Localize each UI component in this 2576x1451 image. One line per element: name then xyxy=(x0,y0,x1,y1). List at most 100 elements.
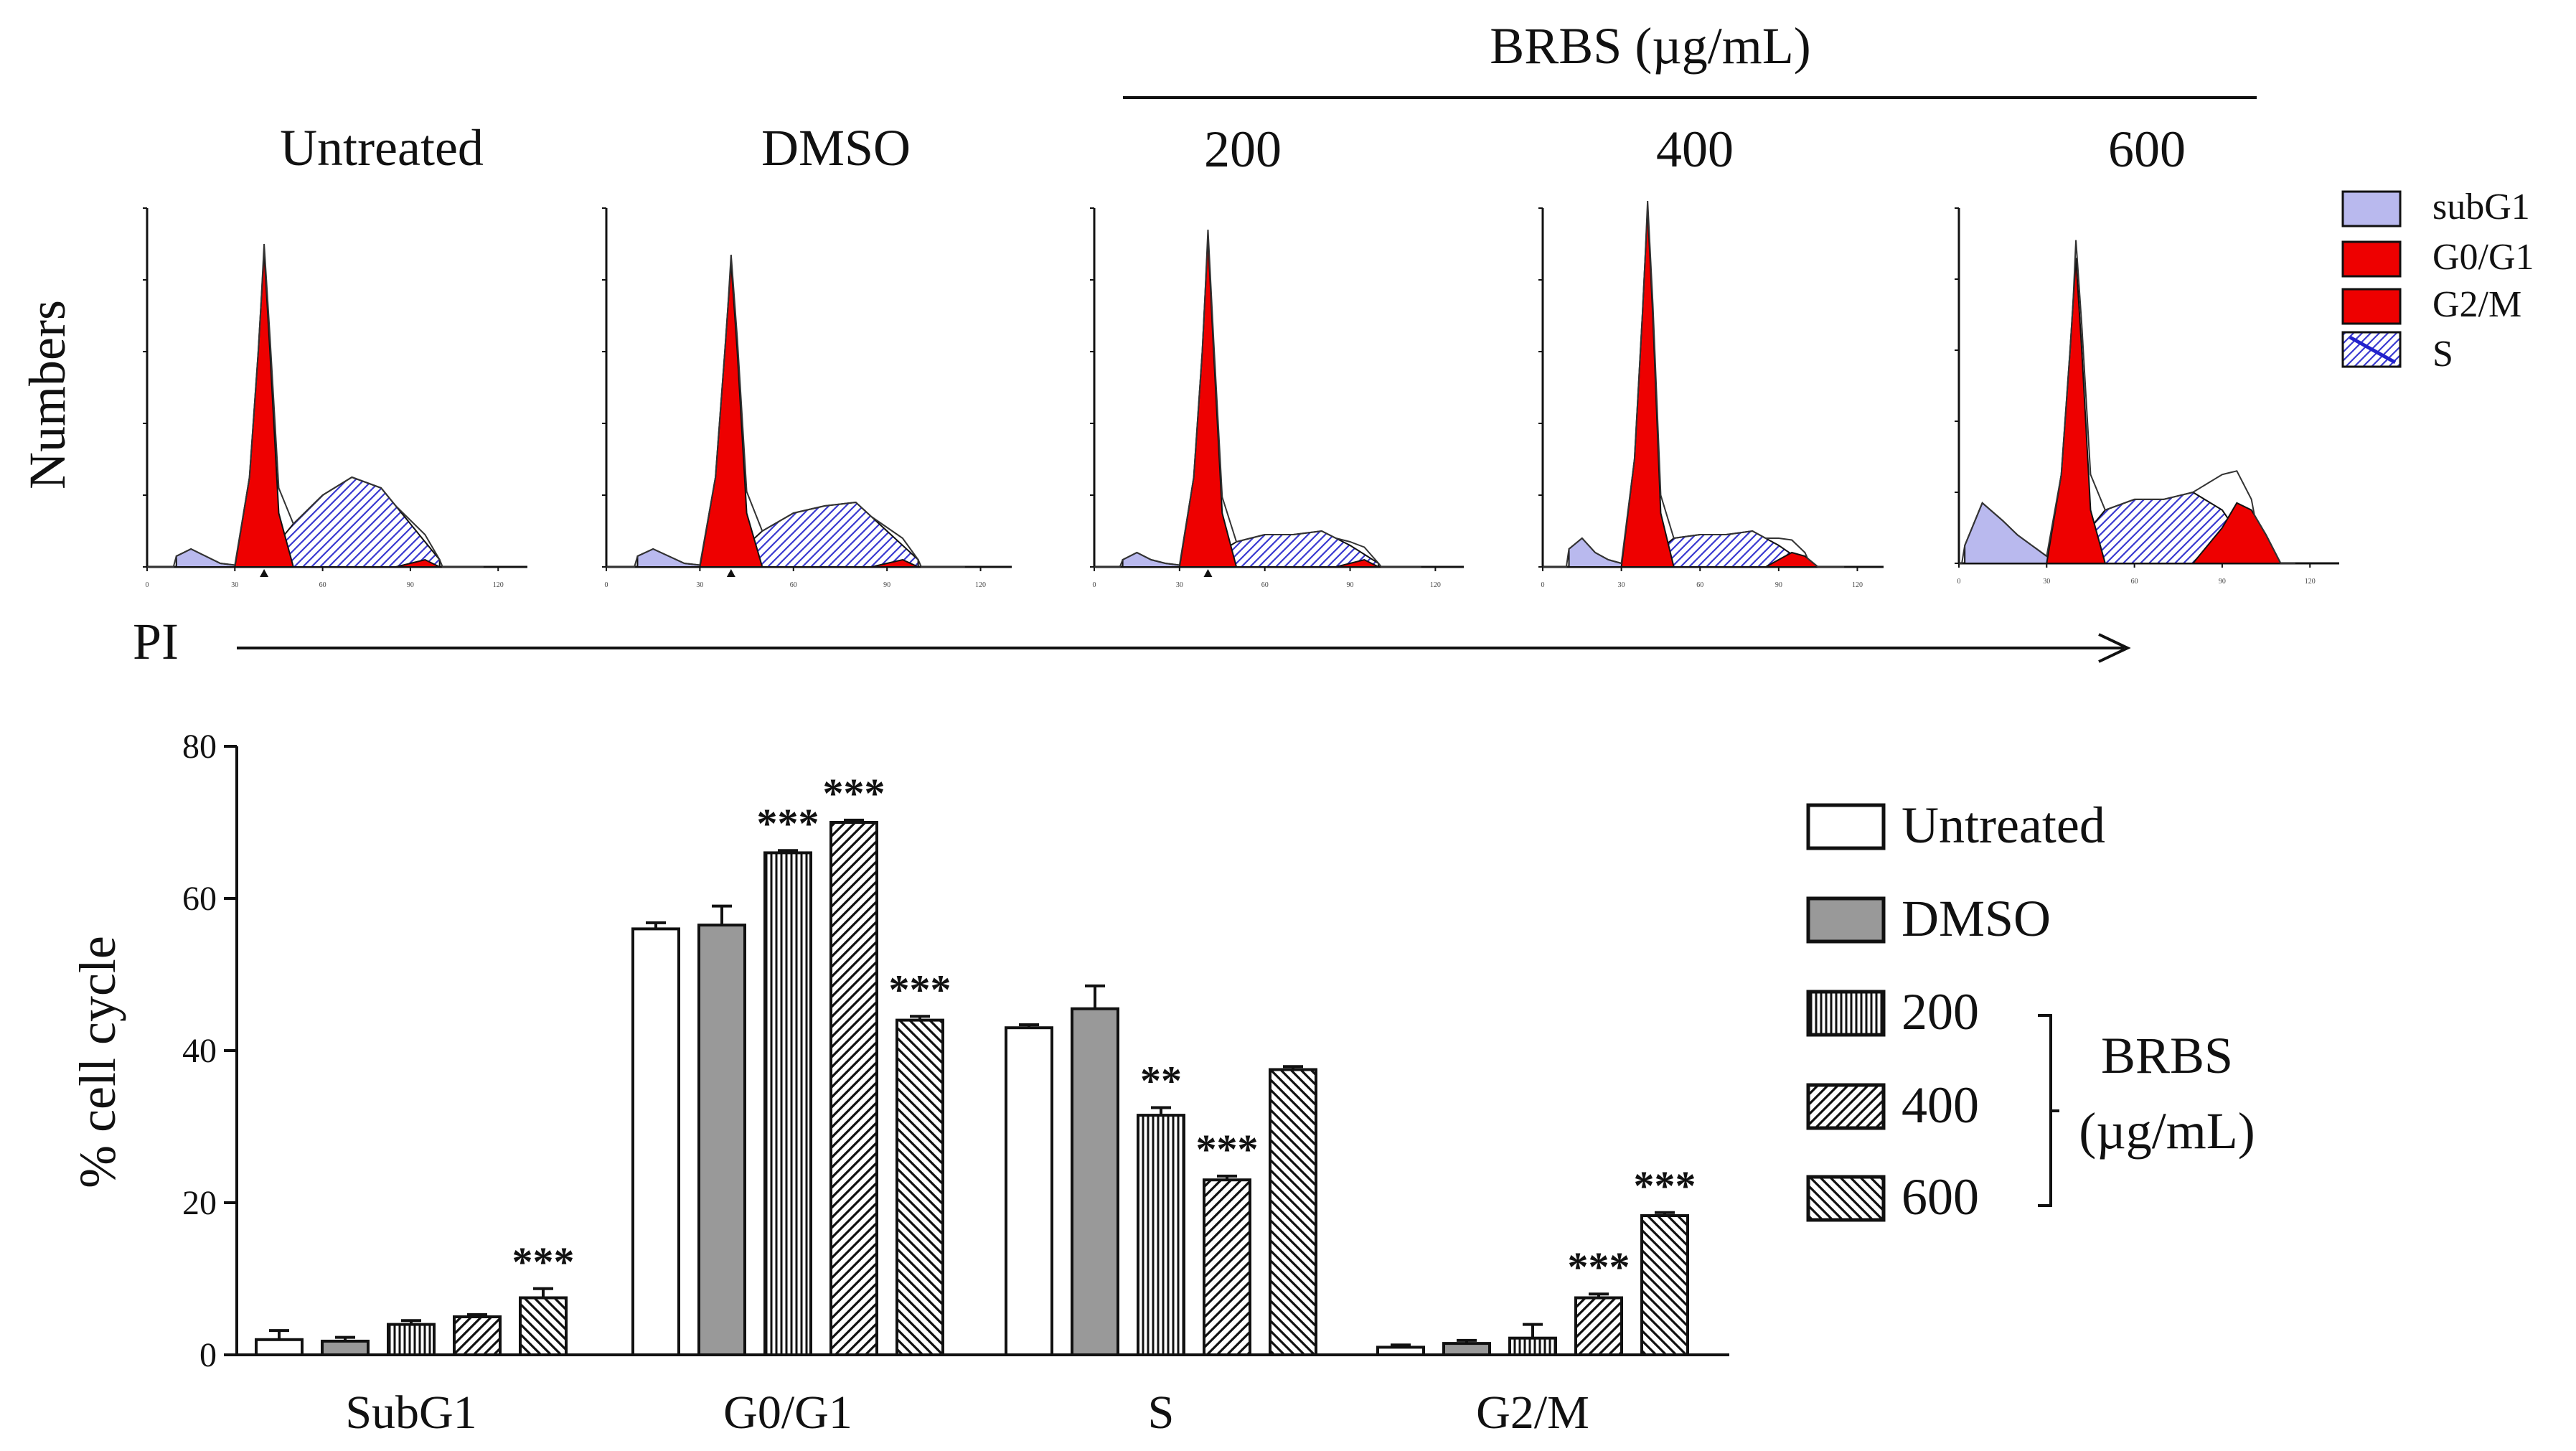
histogram-panel-3: 0 30 60 90 120 xyxy=(1090,207,1464,589)
histogram-x-tick-label: 120 xyxy=(2305,578,2316,586)
histogram-peak-marker xyxy=(260,569,269,577)
histogram-envelope-line xyxy=(1543,200,1845,568)
histogram-panels: 0 30 60 90 120 0 30 60 90 120 0 30 60 90 120 0 30 60 90 120… xyxy=(143,200,2339,589)
legend-label-400: 400 xyxy=(1902,1076,1979,1134)
brbs-group-label: BRBS (µg/mL) xyxy=(1490,17,1811,75)
histogram-x-tick-label: 30 xyxy=(231,581,238,589)
bar-g0g1-400 xyxy=(829,821,878,1356)
histogram-x-tick-label: 90 xyxy=(407,581,414,589)
histogram-x-tick-label: 60 xyxy=(790,581,797,589)
histogram-x-tick-label: 30 xyxy=(1618,581,1625,589)
legend-label-600: 600 xyxy=(1902,1168,1979,1226)
bar-category-label: SubG1 xyxy=(345,1386,476,1439)
bar-s-400 xyxy=(1203,1178,1251,1356)
histogram-envelope-line xyxy=(1094,229,1421,568)
histogram-legend: subG1 G0/G1 G2/M S xyxy=(2341,187,2534,375)
legend-bracket-label-2: (µg/mL) xyxy=(2079,1102,2255,1160)
bar-category-label: G0/G1 xyxy=(723,1386,852,1439)
histogram-area-g2m xyxy=(871,558,919,568)
bar-y-tick-label: 0 xyxy=(199,1336,217,1374)
histogram-x-tick-label: 90 xyxy=(1775,581,1782,589)
bar-g2m-400 xyxy=(1574,1296,1623,1356)
significance-marker: *** xyxy=(757,800,819,847)
sample-label-200: 200 xyxy=(1204,121,1282,178)
histogram-area-g2m xyxy=(395,558,441,568)
histogram-x-label: PI xyxy=(133,613,179,670)
bar-y-tick-label: 80 xyxy=(182,728,217,766)
bar-y-tick-label: 60 xyxy=(182,880,217,918)
legend-swatch-s-stroke xyxy=(2349,335,2397,365)
legend-swatch-g0g1 xyxy=(2341,240,2402,278)
legend-swatch-untreated xyxy=(1806,803,1886,850)
histogram-panel-4: 0 30 60 90 120 xyxy=(1538,200,1884,589)
bar-g2m-untreated xyxy=(1376,1346,1425,1357)
histogram-x-tick-label: 0 xyxy=(1541,581,1545,589)
legend-swatch-200 xyxy=(1806,990,1886,1037)
legend-swatch-subg1 xyxy=(2341,190,2402,227)
histogram-x-tick-label: 0 xyxy=(1093,581,1096,589)
significance-marker: *** xyxy=(1196,1126,1259,1173)
significance-marker: ** xyxy=(1140,1058,1182,1104)
sample-label-untreated: Untreated xyxy=(280,119,484,177)
histogram-envelope-line xyxy=(147,243,484,568)
histogram-y-label: Numbers xyxy=(19,300,76,489)
bar-s-dmso xyxy=(1071,1007,1119,1356)
legend-swatch-600 xyxy=(1806,1175,1886,1222)
sample-label-dmso: DMSO xyxy=(761,119,911,177)
bar-legend: Untreated DMSO 200 400 600 xyxy=(1806,797,2105,1226)
bar-subg1-dmso xyxy=(321,1339,370,1357)
bar-y-label: % cell cycle xyxy=(69,936,126,1188)
legend-label-s: S xyxy=(2432,334,2453,375)
significance-marker: *** xyxy=(1568,1244,1630,1290)
bar-g0g1-dmso xyxy=(697,924,746,1356)
bar-category-label: G2/M xyxy=(1476,1386,1589,1439)
sample-label-600: 600 xyxy=(2108,121,2186,178)
legend-label-dmso: DMSO xyxy=(1902,890,2051,947)
legend-bracket xyxy=(2038,1014,2059,1207)
legend-label-subg1: subG1 xyxy=(2432,187,2530,227)
histogram-area-g0g1 xyxy=(2046,258,2107,564)
significance-marker: *** xyxy=(823,770,885,817)
histogram-envelope-line xyxy=(606,254,965,568)
histogram-area-g2m xyxy=(1765,551,1820,568)
legend-label-untreated: Untreated xyxy=(1902,797,2105,854)
bar-y-tick-label: 20 xyxy=(182,1184,217,1222)
bar-subg1-200 xyxy=(387,1323,436,1356)
significance-marker: *** xyxy=(512,1239,575,1285)
bar-s-untreated xyxy=(1005,1026,1053,1356)
histogram-x-tick-label: 30 xyxy=(1176,581,1183,589)
bar-y-tick-label: 40 xyxy=(182,1032,217,1070)
bar-g2m-dmso xyxy=(1442,1342,1491,1356)
histogram-area-g0g1 xyxy=(1178,236,1238,568)
histogram-x-tick-label: 0 xyxy=(146,581,149,589)
sample-label-400: 400 xyxy=(1656,121,1734,178)
histogram-x-tick-label: 120 xyxy=(1852,581,1863,589)
legend-swatch-400 xyxy=(1806,1083,1886,1130)
legend-label-200: 200 xyxy=(1902,983,1979,1041)
histogram-x-tick-label: 0 xyxy=(1957,578,1961,586)
bar-g2m-200 xyxy=(1508,1336,1557,1357)
histogram-area-g0g1 xyxy=(234,250,295,568)
histogram-x-tick-label: 30 xyxy=(2043,578,2050,586)
histogram-panel-5: 0 30 60 90 120 xyxy=(1955,207,2339,586)
bar-g0g1-untreated xyxy=(631,927,680,1356)
bar-category-label: S xyxy=(1148,1386,1175,1439)
bar-g0g1-200 xyxy=(763,851,812,1356)
histogram-peak-marker xyxy=(726,569,735,577)
histogram-area-g0g1 xyxy=(699,261,763,568)
bar-g0g1-600 xyxy=(896,1018,944,1356)
histogram-x-tick-label: 60 xyxy=(2131,578,2138,586)
legend-swatch-dmso xyxy=(1806,896,1886,944)
bar-s-200 xyxy=(1137,1114,1185,1356)
histogram-x-tick-label: 90 xyxy=(2219,578,2226,586)
bar-g2m-600 xyxy=(1640,1214,1689,1357)
legend-swatch-g2m xyxy=(2341,288,2402,325)
bar-chart: 020406080***SubG1*********G0/G1*****S***… xyxy=(182,728,1729,1439)
histogram-peak-marker xyxy=(1203,569,1213,577)
histogram-x-tick-label: 90 xyxy=(1347,581,1354,589)
histogram-x-tick-label: 120 xyxy=(493,581,504,589)
histogram-envelope-line xyxy=(1959,240,2295,564)
histogram-x-tick-label: 60 xyxy=(319,581,326,589)
legend-label-g0g1: G0/G1 xyxy=(2432,237,2534,278)
